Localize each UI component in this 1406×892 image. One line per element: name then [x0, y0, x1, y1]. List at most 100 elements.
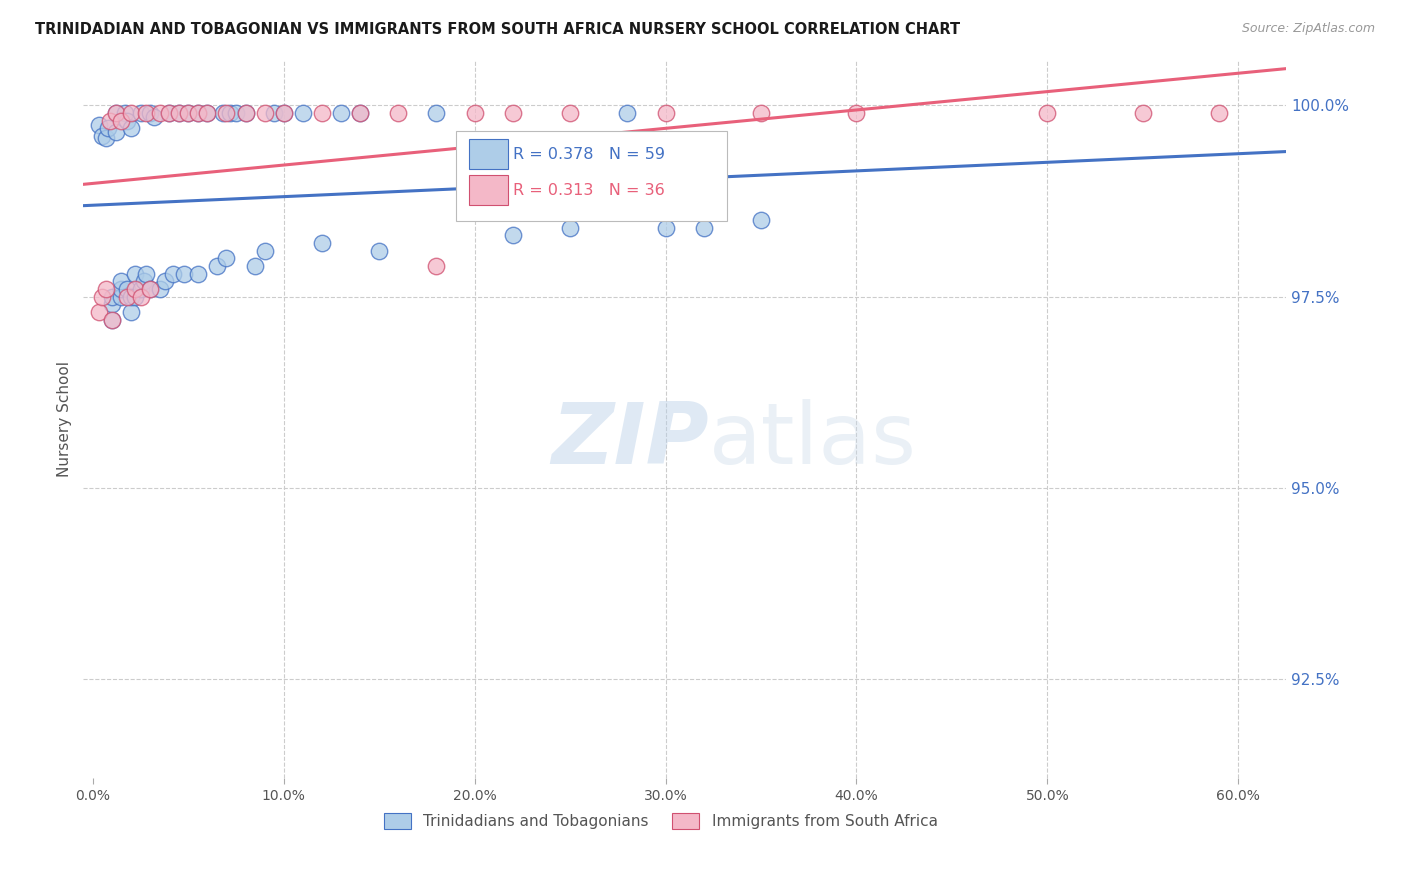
Point: [155, 274, 177, 288]
Point: [167, 106, 190, 120]
Point: [120, 121, 142, 136]
Point: [502, 106, 524, 120]
Point: [96, 282, 118, 296]
Point: [177, 106, 200, 120]
Point: [195, 106, 218, 120]
FancyBboxPatch shape: [456, 131, 727, 221]
Point: [368, 244, 391, 258]
Point: [115, 290, 138, 304]
Point: [195, 106, 218, 120]
Point: [157, 106, 180, 120]
Point: [135, 106, 157, 120]
Point: [101, 290, 124, 304]
Point: [110, 282, 132, 296]
Point: [558, 220, 581, 235]
Point: [253, 244, 276, 258]
Point: [149, 106, 172, 120]
Point: [101, 312, 124, 326]
Point: [1132, 106, 1154, 120]
Text: R = 0.313   N = 36: R = 0.313 N = 36: [513, 183, 665, 198]
Point: [110, 113, 132, 128]
Point: [98, 113, 121, 128]
Point: [142, 110, 165, 124]
Point: [157, 106, 180, 120]
Point: [263, 106, 285, 120]
Point: [330, 106, 353, 120]
Point: [97, 121, 120, 136]
Point: [91, 290, 114, 304]
Point: [167, 106, 190, 120]
Legend: Trinidadians and Tobagonians, Immigrants from South Africa: Trinidadians and Tobagonians, Immigrants…: [378, 807, 943, 835]
Point: [139, 106, 162, 120]
Point: [124, 290, 146, 304]
Point: [135, 267, 157, 281]
Point: [187, 106, 209, 120]
Point: [749, 106, 772, 120]
Y-axis label: Nursery School: Nursery School: [58, 361, 72, 477]
Point: [749, 213, 772, 227]
Point: [693, 220, 716, 235]
Point: [177, 106, 200, 120]
Point: [845, 106, 868, 120]
Point: [101, 312, 124, 326]
Point: [387, 106, 409, 120]
Point: [187, 267, 209, 281]
Point: [1208, 106, 1230, 120]
FancyBboxPatch shape: [470, 175, 508, 205]
Point: [104, 106, 127, 120]
Point: [502, 228, 524, 243]
Point: [149, 282, 172, 296]
Point: [273, 106, 295, 120]
Point: [124, 267, 146, 281]
Point: [187, 106, 209, 120]
Point: [235, 106, 257, 120]
Point: [1036, 106, 1059, 120]
Point: [225, 106, 247, 120]
Point: [311, 106, 333, 120]
Point: [464, 106, 486, 120]
Point: [129, 290, 152, 304]
Point: [129, 282, 152, 296]
Point: [243, 259, 266, 273]
Point: [91, 129, 114, 144]
Point: [215, 252, 238, 266]
Point: [291, 106, 314, 120]
Point: [219, 106, 242, 120]
Point: [215, 106, 238, 120]
Point: [273, 106, 295, 120]
Point: [115, 113, 138, 128]
Point: [139, 282, 162, 296]
Point: [205, 259, 228, 273]
Point: [425, 106, 447, 120]
Point: [124, 282, 146, 296]
Point: [96, 130, 118, 145]
Point: [101, 297, 124, 311]
FancyBboxPatch shape: [470, 138, 508, 169]
Point: [110, 274, 132, 288]
Text: Source: ZipAtlas.com: Source: ZipAtlas.com: [1241, 22, 1375, 36]
Point: [134, 274, 156, 288]
Point: [558, 106, 581, 120]
Point: [235, 106, 257, 120]
Point: [129, 106, 152, 120]
Point: [162, 267, 184, 281]
Text: TRINIDADIAN AND TOBAGONIAN VS IMMIGRANTS FROM SOUTH AFRICA NURSERY SCHOOL CORREL: TRINIDADIAN AND TOBAGONIAN VS IMMIGRANTS…: [35, 22, 960, 37]
Point: [120, 290, 142, 304]
Point: [654, 220, 676, 235]
Text: R = 0.378   N = 59: R = 0.378 N = 59: [513, 147, 665, 162]
Point: [115, 282, 138, 296]
Point: [139, 282, 162, 296]
Point: [349, 106, 371, 120]
Point: [173, 267, 195, 281]
Point: [87, 305, 110, 319]
Point: [104, 125, 127, 139]
Point: [104, 106, 127, 120]
Text: ZIP: ZIP: [551, 399, 709, 482]
Point: [616, 106, 638, 120]
Point: [120, 106, 142, 120]
Text: atlas: atlas: [709, 399, 917, 482]
Point: [311, 236, 333, 251]
Point: [114, 106, 136, 120]
Point: [87, 118, 110, 132]
Point: [253, 106, 276, 120]
